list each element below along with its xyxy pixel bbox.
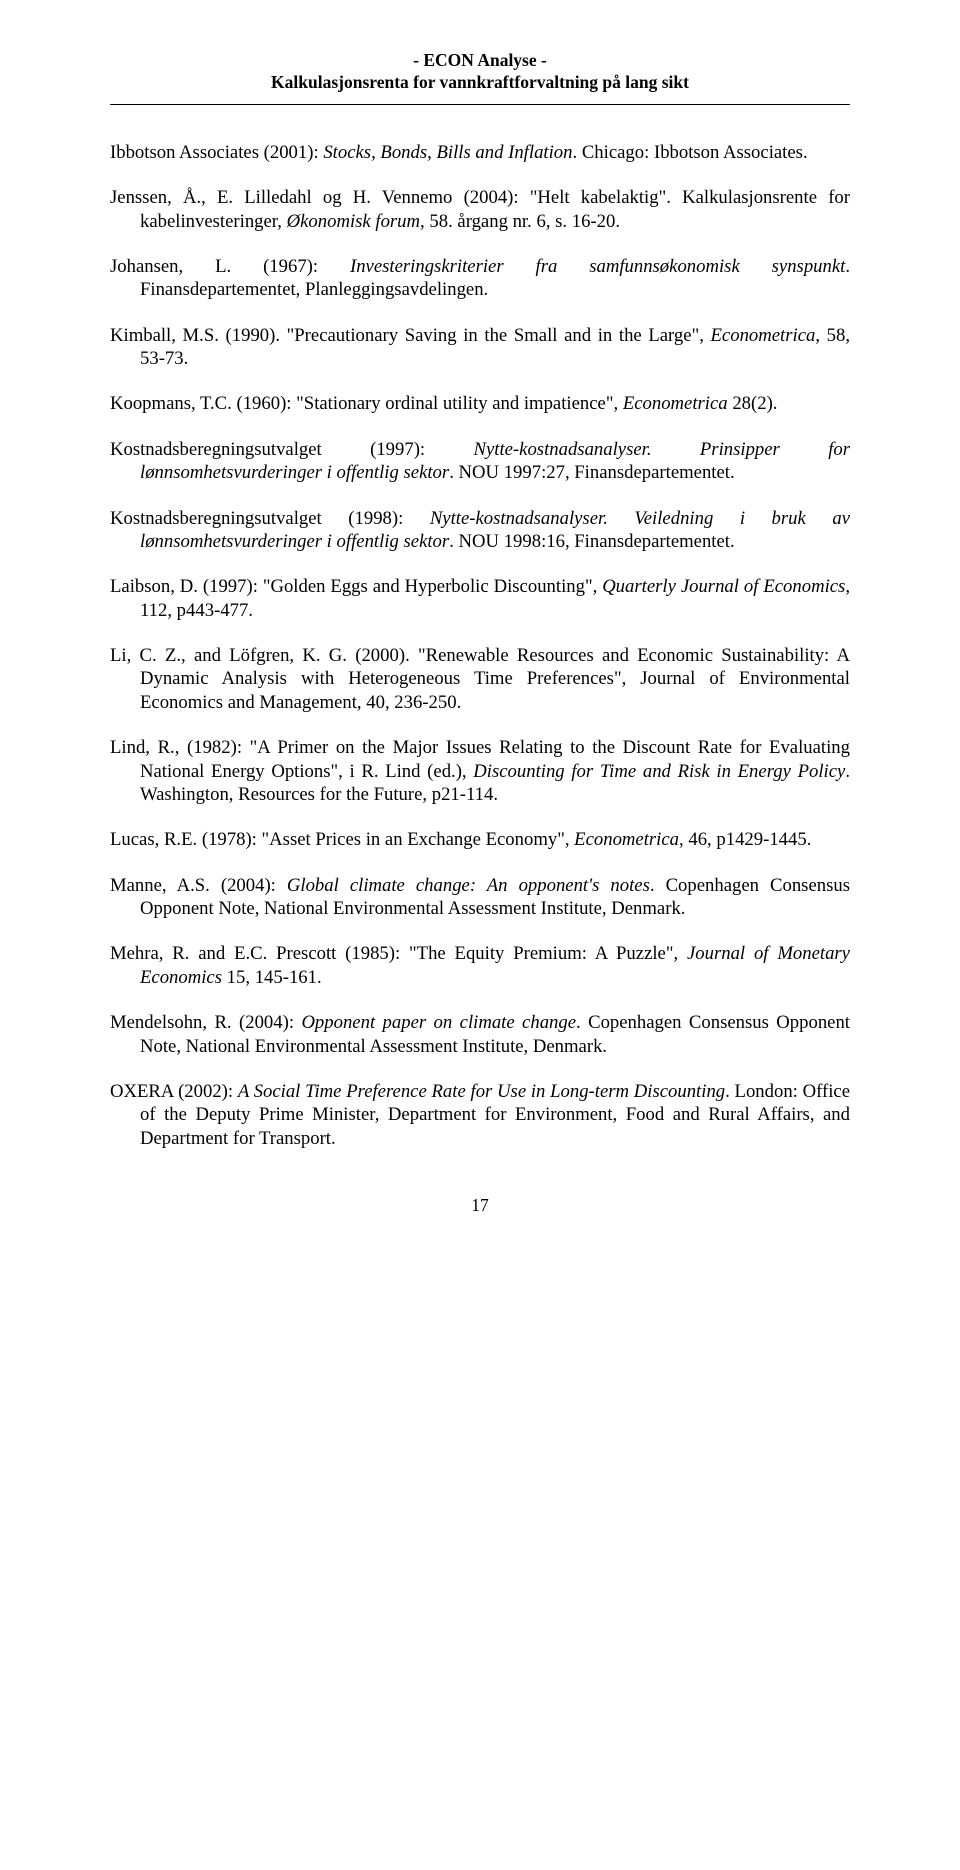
reference-entry: Kostnadsberegningsutvalget (1998): Nytte… — [110, 507, 850, 554]
header-divider — [110, 104, 850, 105]
reference-entry: Laibson, D. (1997): "Golden Eggs and Hyp… — [110, 575, 850, 622]
reference-entry: Ibbotson Associates (2001): Stocks, Bond… — [110, 141, 850, 164]
page-header: - ECON Analyse - Kalkulasjonsrenta for v… — [110, 50, 850, 100]
reference-entry: Kostnadsberegningsutvalget (1997): Nytte… — [110, 438, 850, 485]
reference-entry: Lind, R., (1982): "A Primer on the Major… — [110, 736, 850, 806]
reference-entry: Kimball, M.S. (1990). "Precautionary Sav… — [110, 324, 850, 371]
reference-entry: Lucas, R.E. (1978): "Asset Prices in an … — [110, 828, 850, 851]
reference-entry: Mendelsohn, R. (2004): Opponent paper on… — [110, 1011, 850, 1058]
reference-entry: Manne, A.S. (2004): Global climate chang… — [110, 874, 850, 921]
reference-entry: OXERA (2002): A Social Time Preference R… — [110, 1080, 850, 1150]
header-line-1: - ECON Analyse - — [110, 50, 850, 72]
page-number: 17 — [110, 1195, 850, 1217]
reference-entry: Jenssen, Å., E. Lilledahl og H. Vennemo … — [110, 186, 850, 233]
reference-entry: Li, C. Z., and Löfgren, K. G. (2000). "R… — [110, 644, 850, 714]
references-list: Ibbotson Associates (2001): Stocks, Bond… — [110, 141, 850, 1150]
reference-entry: Johansen, L. (1967): Investeringskriteri… — [110, 255, 850, 302]
reference-entry: Mehra, R. and E.C. Prescott (1985): "The… — [110, 942, 850, 989]
header-line-2: Kalkulasjonsrenta for vannkraftforvaltni… — [110, 72, 850, 100]
reference-entry: Koopmans, T.C. (1960): "Stationary ordin… — [110, 392, 850, 415]
